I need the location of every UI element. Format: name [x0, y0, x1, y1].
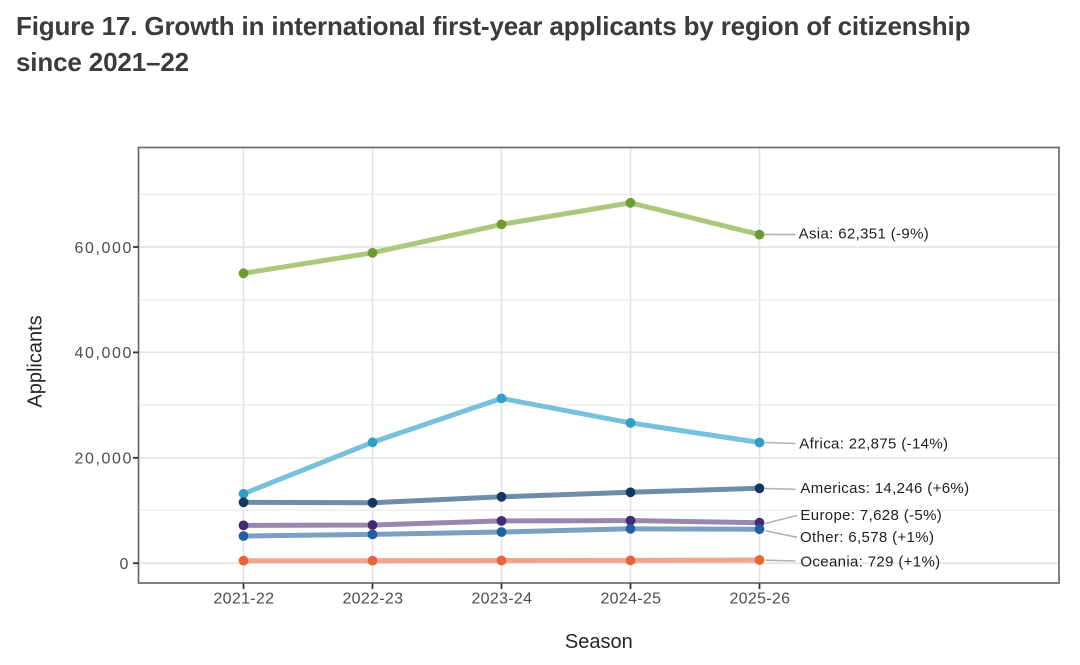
svg-text:Other: 6,578 (+1%): Other: 6,578 (+1%): [800, 529, 934, 546]
svg-text:Americas: 14,246 (+6%): Americas: 14,246 (+6%): [800, 480, 969, 497]
svg-text:20,000: 20,000: [74, 451, 133, 468]
svg-text:2021-22: 2021-22: [213, 591, 274, 608]
svg-text:60,000: 60,000: [74, 240, 133, 257]
svg-text:2024-25: 2024-25: [600, 591, 661, 608]
svg-text:Asia: 62,351 (-9%): Asia: 62,351 (-9%): [799, 226, 930, 243]
svg-text:Europe: 7,628 (-5%): Europe: 7,628 (-5%): [800, 507, 942, 524]
svg-text:since 2021–22: since 2021–22: [16, 47, 189, 77]
svg-text:Figure 17. Growth in internati: Figure 17. Growth in international first…: [16, 11, 970, 41]
svg-text:Africa: 22,875 (-14%): Africa: 22,875 (-14%): [799, 435, 948, 452]
svg-text:2023-24: 2023-24: [471, 591, 532, 608]
svg-text:0: 0: [120, 556, 131, 573]
svg-text:2022-23: 2022-23: [342, 591, 403, 608]
svg-text:Oceania: 729 (+1%): Oceania: 729 (+1%): [800, 554, 940, 571]
svg-text:Applicants: Applicants: [25, 315, 47, 407]
svg-text:2025-26: 2025-26: [729, 591, 790, 608]
svg-text:40,000: 40,000: [74, 345, 133, 362]
svg-text:Season: Season: [565, 631, 633, 653]
